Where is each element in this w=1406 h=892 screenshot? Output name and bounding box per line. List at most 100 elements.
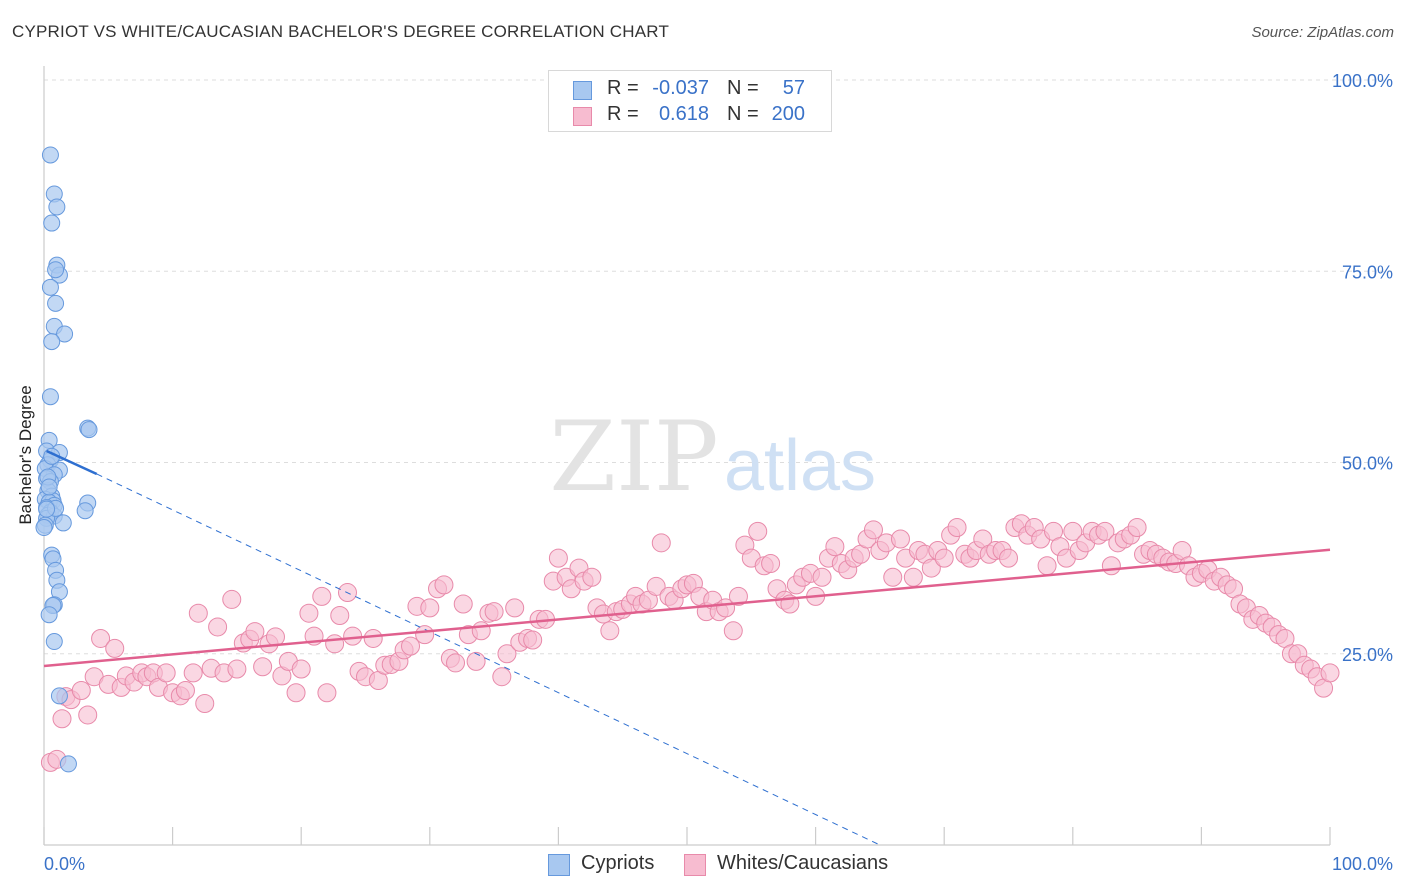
cypriots-trend-dashed (96, 473, 881, 846)
whites-point (1037, 556, 1057, 576)
whites-point (825, 537, 845, 557)
cypriots-point (43, 214, 61, 232)
whites-point (188, 603, 208, 623)
cypriots-point (38, 500, 56, 518)
cypriots-point (40, 478, 58, 496)
cypriots-point (54, 514, 72, 532)
legend-n-value: 200 (771, 103, 805, 125)
whites-point (471, 621, 491, 641)
whites-point (1063, 521, 1083, 541)
cypriots-point (35, 519, 53, 537)
whites-point (582, 567, 602, 587)
whites-point (363, 628, 383, 648)
whites-point (78, 705, 98, 725)
whites-point (1127, 518, 1147, 538)
source-label: Source: ZipAtlas.com (1251, 24, 1394, 41)
whites-point (91, 628, 111, 648)
cypriots-point (48, 198, 66, 216)
whites-point (600, 621, 620, 641)
cypriots-point (47, 261, 65, 279)
legend-n-label: N = (727, 103, 759, 125)
whites-point (317, 683, 337, 703)
legend-swatch-pink (573, 107, 592, 126)
whites-point (245, 622, 265, 642)
x-tick-label: 100.0% (1332, 854, 1393, 874)
watermark: ZIP atlas (549, 401, 876, 513)
cypriots-point (59, 755, 77, 773)
grid-layer (44, 79, 1392, 655)
y-tick-label: 50.0% (1342, 454, 1393, 474)
bottom-legend-label: Cypriots (581, 852, 655, 874)
whites-point (548, 548, 568, 568)
whites-point (863, 520, 883, 540)
cypriots-point (47, 294, 65, 312)
whites-point (208, 617, 228, 637)
whites-point (523, 630, 543, 650)
whites-trend-line (43, 548, 1331, 668)
whites-point (330, 606, 350, 625)
whites-point (921, 558, 941, 578)
cypriots-point (41, 388, 59, 406)
whites-point (71, 680, 91, 700)
whites-point (812, 567, 832, 587)
bottom-legend-swatch-blue (548, 854, 570, 876)
whites-point (343, 626, 363, 646)
cypriots-point (41, 278, 59, 296)
cypriots-point (50, 687, 68, 705)
legend-n-value: 57 (782, 77, 805, 99)
legend-r-label: R = (607, 77, 639, 99)
whites-point (325, 634, 345, 654)
y-tick-label: 100.0% (1332, 71, 1393, 91)
watermark-atlas: atlas (724, 426, 876, 506)
whites-point (748, 521, 768, 541)
whites-point (484, 602, 504, 622)
whites-point (497, 644, 517, 664)
legend-row-cypriots: R = -0.037 N = 57 (549, 77, 831, 103)
whites-point (253, 657, 273, 677)
whites-point (646, 576, 666, 596)
whites-point (651, 533, 671, 553)
whites-points (40, 514, 1340, 772)
whites-point (312, 586, 332, 606)
cypriots-point (41, 146, 59, 164)
whites-point (761, 553, 781, 573)
trend-lines (43, 449, 1331, 846)
watermark-zip: ZIP (549, 401, 718, 513)
x-tick-label: 0.0% (44, 854, 85, 874)
legend-row-whites: R = 0.618 N = 200 (549, 103, 831, 129)
y-axis-label: Bachelor's Degree (16, 385, 35, 525)
whites-point (222, 589, 242, 609)
tick-labels: 25.0% 50.0% 75.0% 100.0% 0.0% 100.0% (44, 71, 1393, 874)
whites-point (492, 667, 512, 687)
whites-point (723, 621, 743, 641)
whites-point (401, 636, 421, 656)
bottom-legend-swatch-pink (684, 854, 706, 876)
cypriots-point (45, 633, 63, 651)
whites-point (156, 663, 176, 683)
legend-swatch-blue (573, 81, 592, 100)
cypriots-point (80, 421, 98, 439)
whites-point (446, 653, 466, 673)
whites-point (52, 709, 72, 729)
cypriots-point (76, 502, 94, 520)
whites-point (1095, 521, 1115, 541)
whites-point (183, 663, 203, 683)
whites-point (947, 518, 967, 538)
whites-point (728, 586, 748, 606)
whites-point (434, 575, 454, 595)
y-tick-label: 75.0% (1342, 262, 1393, 282)
whites-point (265, 627, 285, 647)
legend-box: R = -0.037 N = 57 R = 0.618 N = 200 (548, 70, 832, 132)
whites-point (934, 548, 954, 568)
whites-point (505, 598, 525, 618)
whites-point (883, 567, 903, 587)
whites-point (999, 548, 1018, 568)
whites-point (453, 594, 473, 614)
cypriots-trend-line (46, 449, 98, 476)
whites-point (466, 651, 486, 671)
legend-r-value: 0.618 (658, 103, 709, 125)
whites-point (1101, 556, 1121, 576)
whites-point (1320, 663, 1340, 683)
whites-point (195, 693, 215, 713)
